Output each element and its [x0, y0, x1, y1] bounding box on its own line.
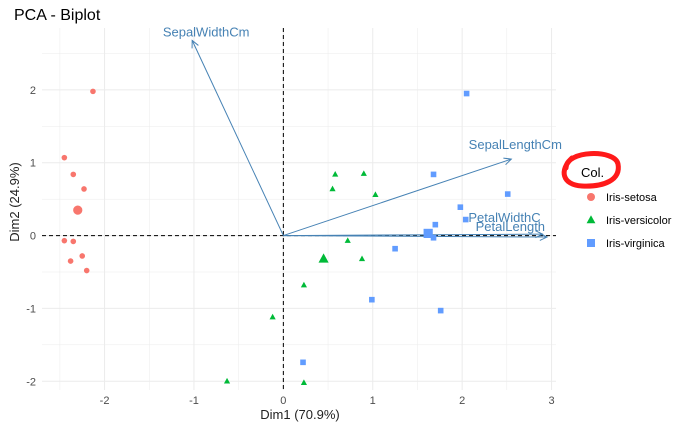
variable-arrowhead [539, 233, 549, 241]
data-point [392, 245, 398, 252]
data-point [358, 255, 366, 262]
data-point [67, 258, 74, 264]
data-point [223, 377, 231, 384]
y-tick-label: 1 [30, 158, 36, 170]
legend-marker [587, 239, 595, 247]
x-tick-label: -2 [100, 395, 110, 407]
data-point [430, 234, 437, 241]
data-point [81, 186, 87, 192]
variable-label: SepalWidthCm [163, 24, 250, 39]
legend: Col. Iris-setosa Iris-versicolor Iris-virg… [581, 165, 672, 250]
data-point [79, 253, 86, 259]
variable-arrowhead [503, 157, 513, 166]
data-point [437, 307, 444, 314]
data-point [463, 90, 470, 97]
data-point [457, 204, 464, 210]
chart-title: PCA - Biplot [14, 7, 101, 24]
group-centroid [318, 253, 329, 263]
group-centroid [423, 228, 433, 239]
data-point [504, 191, 511, 197]
x-tick-label: 3 [548, 395, 554, 407]
x-axis-title: Dim1 (70.9%) [260, 407, 339, 422]
variable-label: PetalLength [476, 219, 545, 234]
variable-arrowhead [535, 230, 544, 239]
data-point [269, 313, 276, 320]
variable-label: SepalLengthCm [469, 137, 562, 152]
y-tick-label: -2 [26, 376, 36, 388]
data-point [300, 281, 307, 288]
data-point [83, 267, 90, 274]
data-point [332, 171, 339, 177]
x-tick-label: 2 [459, 395, 465, 407]
data-point [432, 221, 439, 228]
x-tick-label: 1 [370, 395, 376, 407]
data-point [300, 359, 306, 366]
variable-arrow [283, 235, 548, 238]
data-point [369, 296, 375, 303]
legend-label: Iris-setosa [606, 192, 658, 204]
x-tick-label: 0 [280, 395, 286, 407]
data-point [61, 237, 68, 244]
x-tick-label: -1 [189, 395, 199, 407]
y-tick-label: -1 [26, 303, 36, 315]
red-circle-annotation [561, 151, 621, 189]
data-point [430, 171, 437, 178]
tick-labels: -2 -1 0 1 2 3 -2 -1 0 1 2 [26, 85, 554, 407]
legend-label: Iris-versicolor [606, 215, 672, 227]
variable-arrowhead [191, 39, 199, 49]
data-point [372, 191, 379, 198]
data-point [90, 88, 96, 95]
legend-title: Col. [581, 165, 604, 180]
y-tick-label: 0 [30, 231, 36, 243]
data-point [462, 216, 469, 223]
data-point [329, 185, 336, 192]
reference-lines [42, 28, 556, 390]
annotation [561, 151, 621, 189]
variable-arrow [283, 158, 512, 237]
data-point [70, 238, 77, 245]
legend-marker [586, 215, 596, 224]
variable-arrows: SepalWidthCm SepalLengthCm PetalWidthCPeta… [163, 24, 562, 241]
y-axis-title: Dim2 (24.9%) [7, 162, 22, 241]
data-point [300, 379, 307, 385]
data-point [360, 170, 367, 176]
data-point [70, 171, 77, 178]
y-tick-label: 2 [30, 85, 36, 97]
variable-arrow [191, 40, 284, 236]
data-point [61, 154, 68, 161]
data-point [344, 237, 351, 243]
group-centroid [73, 205, 83, 215]
legend-label: Iris-virginica [606, 238, 666, 250]
variable-label: PetalWidthC [468, 210, 540, 225]
data-points [61, 88, 511, 385]
legend-marker [587, 193, 595, 201]
